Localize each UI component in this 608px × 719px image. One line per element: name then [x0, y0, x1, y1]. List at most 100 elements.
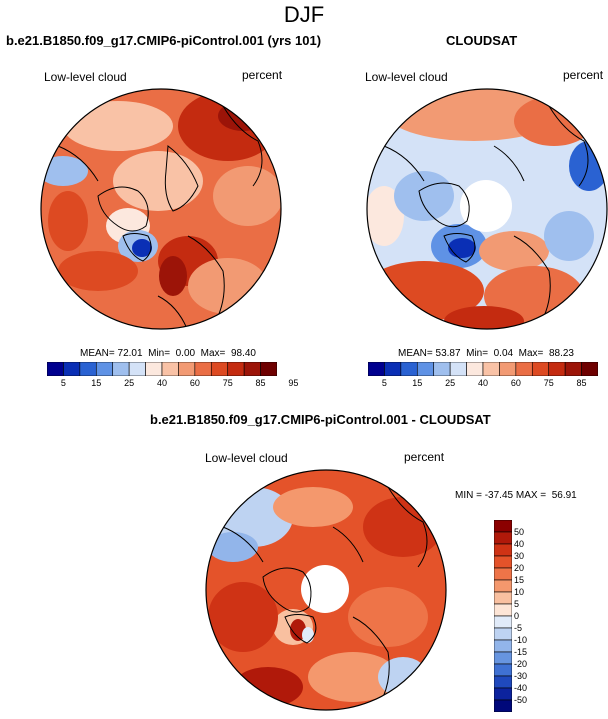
panel-1-variable-label: Low-level cloud: [44, 70, 127, 84]
coastline: [262, 567, 312, 613]
min-label: Min=: [148, 348, 171, 359]
map-field-patch: [394, 171, 454, 221]
colorbar-swatch: [243, 362, 261, 376]
map-field-patch: [514, 96, 594, 146]
colorbar-tick-label: 25: [445, 378, 456, 388]
colorbar-tick-label: 85: [255, 378, 266, 388]
colorbar-swatches: [47, 362, 277, 376]
colorbar-tick-label: -30: [514, 671, 528, 681]
colorbar-swatch: [548, 362, 566, 376]
map-field-patch: [367, 186, 404, 246]
missing-data-polar-hole: [301, 565, 349, 613]
colorbar-swatch: [194, 362, 212, 376]
colorbar-swatch: [63, 362, 81, 376]
colorbar-tick-label: 0: [514, 611, 520, 621]
colorbar-tick-label: 5: [514, 599, 520, 609]
colorbar-tick-label: -20: [514, 659, 528, 669]
panel-3-title: b.e21.B1850.f09_g17.CMIP6-piControl.001 …: [150, 412, 491, 427]
colorbar-tick-label: 60: [510, 378, 521, 388]
colorbar-swatch: [260, 362, 277, 376]
panel-1-units-label: percent: [242, 68, 283, 82]
colorbar-swatches: [368, 362, 598, 376]
colorbar-tick-label: 75: [543, 378, 554, 388]
map-field-patch: [569, 141, 607, 191]
panel-2-polar-map: [366, 88, 608, 330]
colorbar-swatches: [494, 520, 512, 712]
colorbar-tick-label: -10: [514, 635, 528, 645]
colorbar-swatch: [449, 362, 467, 376]
colorbar-swatch: [494, 699, 512, 712]
colorbar-tick-label: 40: [156, 378, 168, 388]
colorbar-tick-label: 10: [514, 587, 525, 597]
coastline: [383, 105, 589, 187]
map-field-patch: [208, 582, 278, 652]
map-field-patch: [348, 587, 428, 647]
colorbar-tick-label: -40: [514, 683, 528, 693]
map-field-patch: [132, 239, 152, 257]
colorbar-swatch: [400, 362, 418, 376]
map-field-patch: [308, 652, 398, 702]
colorbar-tick-label: 95: [288, 378, 299, 388]
colorbar-tick-label: 25: [124, 378, 135, 388]
panel-1-statistics: MEAN= 72.01 Min= 0.00 Max= 98.40: [80, 348, 256, 359]
colorbar-swatch: [79, 362, 97, 376]
colorbar-tick-label: 50: [514, 527, 525, 537]
map-field-patch: [48, 191, 88, 251]
coastline: [57, 105, 263, 187]
colorbar-swatch: [178, 362, 196, 376]
min-label: Min=: [466, 348, 489, 359]
map-field-patch: [290, 619, 306, 641]
colorbar-swatch: [416, 362, 435, 376]
map-boundary: [366, 88, 608, 330]
coastline: [222, 486, 428, 568]
colorbar-swatch: [128, 362, 146, 376]
map-field-patch: [233, 667, 303, 707]
map-boundary: [40, 88, 282, 330]
colorbar-tick-label: -50: [514, 695, 528, 705]
map-field-patch: [218, 101, 268, 131]
coastline: [332, 526, 390, 708]
mean-label: MEAN=: [80, 348, 115, 359]
panel-3-range-text: MIN = -37.45 MAX = 56.91: [455, 490, 577, 501]
greenland-coastline: [284, 614, 317, 644]
map-field-patch: [479, 231, 549, 271]
missing-data-polar-hole: [460, 180, 512, 232]
max-label: Max=: [200, 348, 226, 359]
colorbar-swatch: [112, 362, 130, 376]
mean-label: MEAN=: [398, 348, 433, 359]
colorbar-tick-label: 40: [514, 539, 525, 549]
map-field-patch: [113, 151, 203, 211]
panel-2-title: CLOUDSAT: [446, 33, 518, 48]
map-field-patch: [58, 251, 138, 291]
colorbar-tick-label: -5: [514, 623, 523, 633]
colorbar-swatch: [145, 362, 163, 376]
map-field-patch: [273, 487, 353, 527]
min-value: 0.00: [175, 348, 196, 359]
colorbar-swatch: [581, 362, 598, 376]
colorbar-swatch: [564, 362, 582, 376]
map-field-patch: [544, 211, 594, 261]
colorbar-tick-label: -15: [514, 647, 528, 657]
map-field-patch: [363, 497, 443, 557]
panel-3-variable-label: Low-level cloud: [205, 451, 288, 465]
panel-2-units-label: percent: [563, 68, 604, 82]
mean-value: 53.87: [435, 348, 461, 359]
panel-1-title: b.e21.B1850.f09_g17.CMIP6-piControl.001 …: [6, 33, 322, 48]
colorbar-tick-label: 15: [514, 575, 525, 585]
mean-value: 72.01: [117, 348, 143, 359]
map-field-patch: [41, 156, 88, 186]
season-title: DJF: [283, 2, 325, 27]
colorbar-tick-label: 60: [189, 378, 200, 388]
map-field-patch: [63, 101, 173, 151]
coastline: [164, 145, 199, 212]
map-field-patch: [159, 256, 187, 296]
colorbar-swatch: [95, 362, 114, 376]
colorbar-tick-label: 15: [91, 378, 102, 388]
greenland-coastline: [443, 233, 476, 263]
map-field-patch: [448, 238, 476, 258]
colorbar-swatch: [482, 362, 500, 376]
colorbar-tick-label: 30: [514, 551, 525, 561]
map-field-patch: [213, 166, 281, 226]
colorbar-swatch: [161, 362, 179, 376]
